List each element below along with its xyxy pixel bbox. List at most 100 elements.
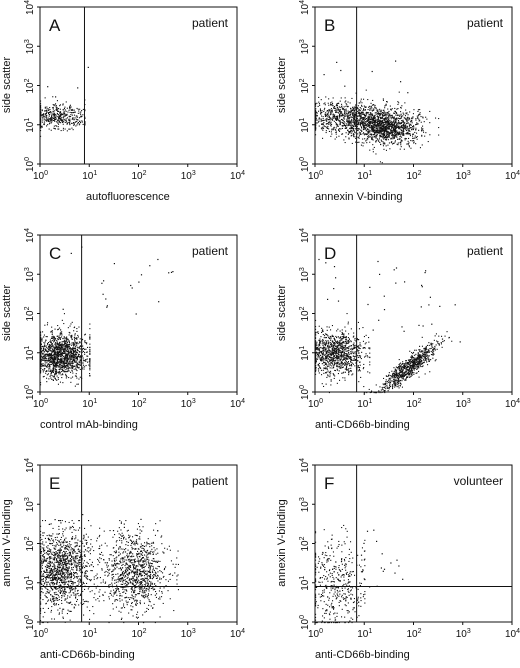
panel-b-event-dot — [348, 121, 350, 123]
panel-b-event-dot — [400, 128, 402, 130]
panel-b-event-dot — [330, 117, 332, 119]
panel-d-event-dot — [316, 331, 318, 333]
panel-b-event-dot — [337, 124, 339, 126]
panel-b-event-dot — [347, 121, 349, 123]
panel-c-event-dot — [40, 367, 42, 369]
panel-c-event-dot — [77, 350, 79, 352]
panel-d-event-dot — [364, 356, 366, 358]
panel-a-event-dot — [69, 106, 71, 108]
panel-b-event-dot — [404, 138, 406, 140]
panel-c-event-dot — [135, 313, 137, 315]
panel-c-event-dot — [57, 362, 59, 364]
panel-d-event-dot — [325, 362, 327, 364]
panel-b-event-dot — [370, 129, 372, 131]
panel-b-event-dot — [376, 125, 378, 127]
panel-d-event-dot — [328, 371, 330, 373]
panel-c-event-dot — [61, 341, 63, 343]
panel-c-event-dot — [65, 369, 67, 371]
panel-c-event-dot — [41, 352, 43, 354]
panel-b-event-dot — [400, 140, 402, 142]
panel-b-event-dot — [332, 105, 334, 107]
panel-b-event-dot — [399, 148, 401, 150]
panel-b-event-dot — [397, 114, 399, 116]
panel-d-event-dot — [352, 352, 354, 354]
panel-b-event-dot — [398, 126, 400, 128]
panel-b-event-dot — [389, 114, 391, 116]
panel-b-event-dot — [366, 123, 368, 125]
panel-b-event-dot — [356, 107, 358, 109]
panel-d-event-dot — [353, 359, 355, 361]
panel-b-event-dot — [355, 125, 357, 127]
panel-c-event-dot — [45, 345, 47, 347]
panel-a-event-dot — [44, 106, 46, 108]
panel-c-event-dot — [76, 352, 78, 354]
panel-b-event-dot — [397, 138, 399, 140]
panel-b-event-dot — [371, 133, 373, 135]
panel-b-event-dot — [336, 119, 338, 121]
panel-d-event-dot — [355, 347, 357, 349]
panel-c-event-dot — [68, 342, 70, 344]
panel-d-event-dot — [326, 341, 328, 343]
panel-c-event-dot — [74, 355, 76, 357]
panel-c-event-dot — [76, 342, 78, 344]
panel-c-event-dot — [47, 351, 49, 353]
panel-c-event-dot — [59, 361, 61, 363]
panel-c-event-dot — [52, 368, 54, 370]
panel-d-event-dot — [341, 348, 343, 350]
panel-a-event-dot — [63, 116, 65, 118]
panel-d-event-dot — [345, 360, 347, 362]
panel-a-event-dot — [51, 121, 53, 123]
panel-d-event-dot — [315, 319, 317, 321]
panel-c-event-dot — [45, 336, 47, 338]
panel-d-event-dot — [326, 351, 328, 353]
panel-c-event-dot — [64, 358, 66, 360]
panel-c-event-dot — [71, 349, 73, 351]
panel-d-event-dot — [336, 357, 338, 359]
panel-d-event-dot — [369, 364, 371, 366]
panel-d-event-dot — [342, 337, 344, 339]
panel-a-event-dot — [62, 127, 64, 129]
panel-d-event-dot — [341, 351, 343, 353]
panel-b-event-dot — [340, 106, 342, 108]
panel-d-event-dot — [354, 351, 356, 353]
panel-b-event-dot — [334, 106, 336, 108]
panel-d-event-dot — [319, 349, 321, 351]
panel-c-event-dot — [67, 346, 69, 348]
panel-d-event-dot — [328, 364, 330, 366]
panel-c-event-dot — [57, 348, 59, 350]
panel-b-event-dot — [390, 131, 392, 133]
panel-a-event-dot — [51, 114, 53, 116]
panel-d-event-dot — [318, 370, 320, 372]
panel-d-event-dot — [333, 355, 335, 357]
panel-d-event-dot — [318, 365, 320, 367]
panel-b-event-dot — [368, 124, 370, 126]
panel-c-event-dot — [40, 343, 42, 345]
panel-b-event-dot — [379, 121, 381, 123]
panel-d-event-dot — [331, 357, 333, 359]
panel-c-event-dot — [71, 321, 73, 323]
panel-b-event-dot — [387, 121, 389, 123]
panel-c-event-dot — [83, 364, 85, 366]
panel-d-event-dot — [324, 347, 326, 349]
panel-c-event-dot — [51, 343, 53, 345]
panel-c-event-dot — [49, 339, 51, 341]
panel-a-event-dot — [70, 109, 72, 111]
panel-b-event-dot — [408, 146, 410, 148]
panel-c-event-dot — [86, 342, 88, 344]
panel-a-event-dot — [59, 111, 61, 113]
panel-b-event-dot — [368, 136, 370, 138]
panel-c-event-dot — [68, 351, 70, 353]
panel-b-event-dot — [371, 114, 373, 116]
panel-b-event-dot — [384, 126, 386, 128]
panel-c-event-dot — [76, 363, 78, 365]
panel-a-event-dot — [49, 122, 51, 124]
panel-b-event-dot — [370, 133, 372, 135]
panel-b-event-dot — [344, 85, 346, 87]
panel-b-event-dot — [395, 118, 397, 120]
panel-b-event-dot — [353, 121, 355, 123]
panel-c-event-dot — [78, 346, 80, 348]
panel-a-event-dot — [57, 126, 59, 128]
panel-c-event-dot — [70, 335, 72, 337]
panel-b-event-dot — [316, 119, 318, 121]
panel-b-event-dot — [359, 117, 361, 119]
